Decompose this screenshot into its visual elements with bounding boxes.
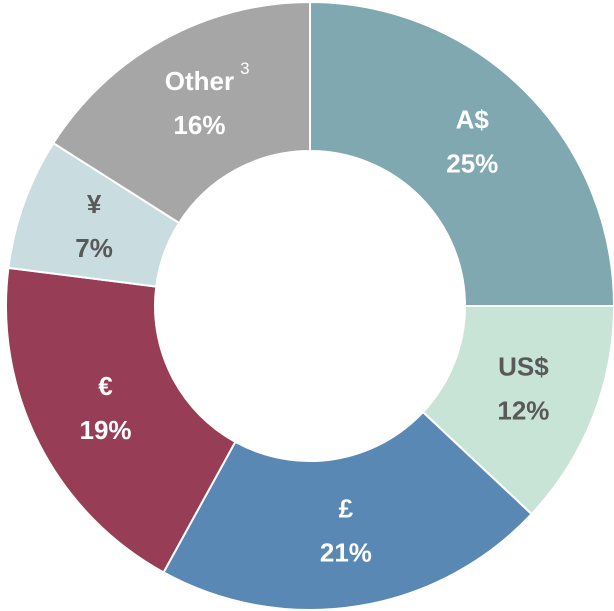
slice-value-label: 12% (497, 395, 549, 425)
slice-category-label: US$ (498, 351, 549, 381)
slice-value-label: 21% (320, 538, 372, 568)
donut-slice (309, 0, 614, 307)
slice-value-label: 7% (75, 233, 113, 263)
donut-slice (51, 0, 311, 225)
slice-category-label: ¥ (87, 189, 102, 219)
slice-value-label: 25% (446, 149, 498, 179)
slice-category-label: A$ (456, 105, 490, 135)
donut-slice (5, 266, 237, 574)
footnote-marker: 3 (240, 59, 249, 78)
slice-category-label: £ (339, 494, 354, 524)
donut-slice (162, 410, 534, 611)
slice-category-label: € (98, 371, 112, 401)
slice-category-label: Other (165, 66, 234, 96)
slice-value-label: 19% (79, 415, 131, 445)
slice-value-label: 16% (173, 110, 225, 140)
